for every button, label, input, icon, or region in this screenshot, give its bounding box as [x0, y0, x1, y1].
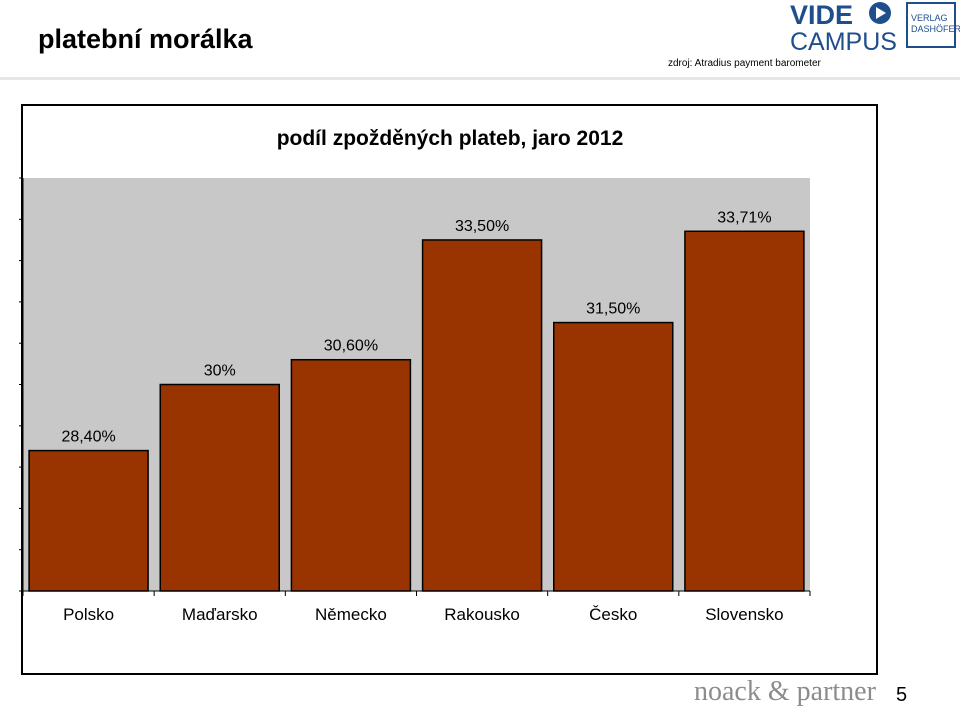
category-label-4: Česko: [589, 605, 637, 624]
header-divider: [0, 77, 960, 80]
data-label-5: 33,71%: [717, 209, 771, 226]
data-label-4: 31,50%: [586, 301, 640, 318]
footer-brand: noack & partner: [694, 676, 876, 707]
verlag-dashofer-logo: VERLAG DASHÖFER: [906, 2, 960, 48]
data-label-0: 28,40%: [61, 429, 115, 446]
bar-5: [684, 230, 805, 592]
bar-4: [553, 321, 674, 592]
bar-0: [28, 449, 149, 592]
category-label-3: Rakousko: [444, 605, 520, 624]
bar-3: [421, 239, 543, 592]
category-label-1: Maďarsko: [182, 605, 258, 624]
data-label-1: 30%: [204, 363, 236, 380]
bar-2: [290, 358, 412, 592]
data-label-2: 30,60%: [324, 338, 378, 355]
source-note: zdroj: Atradius payment barometer: [668, 58, 821, 69]
video-campus-logo-line1: VIDE: [790, 0, 853, 30]
plot-background: [23, 178, 810, 591]
category-label-0: Polsko: [63, 605, 114, 624]
category-label-5: Slovensko: [705, 605, 783, 624]
data-label-3: 33,50%: [455, 218, 509, 235]
page-number: 5: [896, 684, 908, 706]
video-campus-logo-line2: CAMPUS: [790, 28, 897, 54]
video-campus-logo: VIDE CAMPUS: [790, 0, 897, 54]
slide-title: platební morálka: [38, 24, 253, 54]
category-label-2: Německo: [315, 605, 387, 624]
verlag-logo-line2: DASHÖFER: [911, 24, 960, 34]
chart-title: podíl zpožděných plateb, jaro 2012: [277, 127, 624, 150]
bar-1: [159, 383, 280, 592]
verlag-logo-line1: VERLAG: [911, 13, 948, 23]
